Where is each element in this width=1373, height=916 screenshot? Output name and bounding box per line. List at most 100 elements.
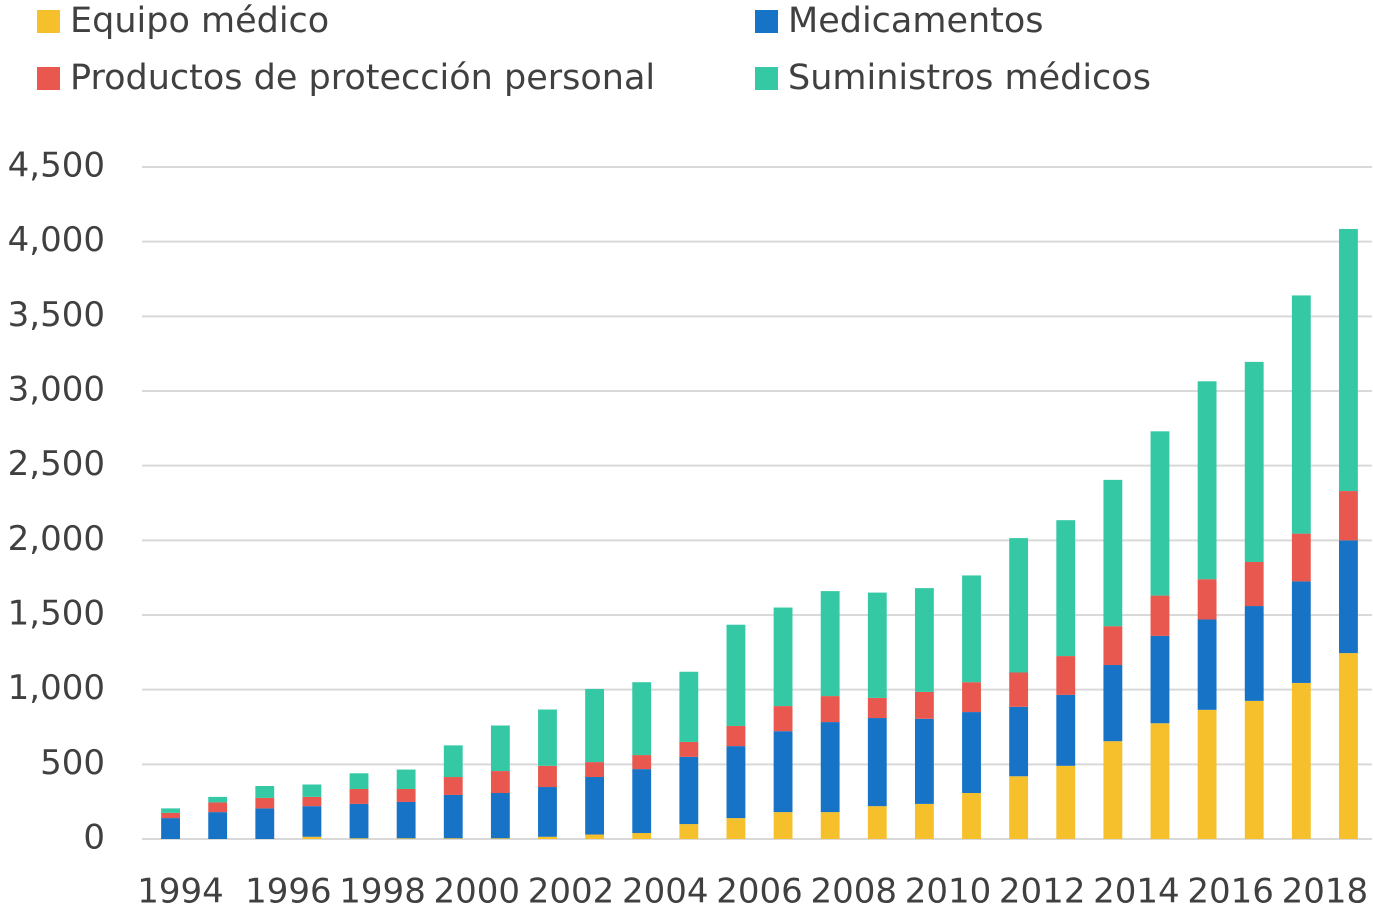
bar-segment xyxy=(1244,606,1264,701)
bar-segment xyxy=(962,712,981,794)
bar-segment xyxy=(396,788,416,802)
bar-segment xyxy=(585,762,605,778)
bar-segment xyxy=(1009,538,1029,673)
bar-segment xyxy=(679,741,699,757)
bar-segment xyxy=(585,834,605,839)
bar-segment xyxy=(538,787,557,837)
bar-segment xyxy=(161,812,180,819)
bar-segment xyxy=(1244,561,1264,607)
bar-segment xyxy=(773,731,793,813)
bar-segment xyxy=(820,696,840,723)
bar-segment xyxy=(1103,626,1123,666)
bar-segment xyxy=(1009,706,1029,777)
bar-segment xyxy=(632,769,652,834)
bar-segment xyxy=(867,718,887,807)
bar-segment xyxy=(443,838,463,839)
bar-segment xyxy=(1150,635,1170,724)
bar-segment xyxy=(632,682,652,756)
bar-segment xyxy=(490,838,510,839)
bar-segment xyxy=(349,803,369,839)
bar-segment xyxy=(349,773,369,789)
bar-segment xyxy=(1150,431,1170,596)
bar-segment xyxy=(679,671,699,742)
bar-segment xyxy=(914,718,934,804)
bar-segment xyxy=(820,591,840,697)
bar-segment xyxy=(962,575,981,683)
x-tick-label: 2004 xyxy=(622,872,709,912)
bar-segment xyxy=(538,836,557,839)
bar-segment xyxy=(302,836,322,839)
bar-segment xyxy=(396,801,416,839)
bar-segment xyxy=(208,796,228,803)
x-tick-label: 2000 xyxy=(434,872,521,912)
bar-segment xyxy=(867,592,887,698)
bar-segment xyxy=(726,624,746,726)
x-tick-label: 2012 xyxy=(999,872,1086,912)
legend-label: Medicamentos xyxy=(788,1,1044,41)
bar-segment xyxy=(1291,581,1311,683)
bar-segment xyxy=(914,803,934,839)
x-tick-label: 2006 xyxy=(716,872,803,912)
x-tick-label: 1996 xyxy=(245,872,332,912)
bar-segment xyxy=(679,824,699,839)
bar-segment xyxy=(1103,479,1123,627)
y-tick-label: 2,500 xyxy=(8,444,105,484)
bar-segment xyxy=(302,784,322,797)
bar-segment xyxy=(632,755,652,770)
bar-segment xyxy=(1150,595,1170,636)
bar-segment xyxy=(585,777,605,835)
y-tick-label: 3,500 xyxy=(8,295,105,335)
bar-segment xyxy=(820,722,840,813)
legend-swatch xyxy=(37,67,60,90)
bar-segment xyxy=(443,794,463,839)
x-tick-label: 2008 xyxy=(810,872,897,912)
bar-segment xyxy=(1056,656,1076,695)
y-tick-label: 1,500 xyxy=(8,594,105,634)
y-tick-label: 4,000 xyxy=(8,220,105,260)
legend-label: Productos de protección personal xyxy=(70,58,655,98)
x-tick-label: 1994 xyxy=(137,872,224,912)
bar-segment xyxy=(1150,723,1170,839)
bar-segment xyxy=(679,756,699,825)
bar-segment xyxy=(490,725,510,772)
bar-segment xyxy=(962,793,981,839)
bar-segment xyxy=(1291,295,1311,534)
bar-segment xyxy=(1197,709,1217,839)
bar-segment xyxy=(255,797,275,809)
bar-segment xyxy=(1291,533,1311,582)
bar-segment xyxy=(726,818,746,839)
bar-segment xyxy=(820,812,840,839)
bar-segment xyxy=(302,806,322,837)
bar-segment xyxy=(632,833,652,839)
bar-segment xyxy=(396,838,416,839)
bar-segment xyxy=(1009,672,1029,707)
legend-swatch xyxy=(755,10,778,33)
bar-segment xyxy=(443,777,463,795)
bar-segment xyxy=(1197,619,1217,710)
bar-segment xyxy=(255,808,275,839)
y-tick-label: 3,000 xyxy=(8,370,105,410)
bar-segment xyxy=(1197,579,1217,620)
legend-label: Equipo médico xyxy=(70,1,329,41)
bar-segment xyxy=(1339,228,1358,492)
bar-segment xyxy=(1339,540,1358,654)
x-tick-label: 1998 xyxy=(339,872,426,912)
x-tick-label: 2010 xyxy=(905,872,992,912)
bar-segment xyxy=(914,691,934,719)
x-tick-label: 2002 xyxy=(528,872,615,912)
bar-segment xyxy=(773,706,793,732)
bar-segment xyxy=(1197,381,1217,580)
bar-segment xyxy=(349,788,369,804)
bar-segment xyxy=(726,746,746,819)
bar-segment xyxy=(1291,682,1311,839)
bar-segment xyxy=(1244,700,1264,839)
legend-swatch xyxy=(37,10,60,33)
bar-segment xyxy=(490,793,510,839)
bar-segment xyxy=(914,588,934,692)
legend-swatch xyxy=(755,67,778,90)
bar-segment xyxy=(1103,741,1123,839)
bar-segment xyxy=(1339,653,1358,839)
y-tick-label: 2,000 xyxy=(8,519,105,559)
bar-segment xyxy=(773,607,793,707)
bar-segment xyxy=(349,838,369,839)
